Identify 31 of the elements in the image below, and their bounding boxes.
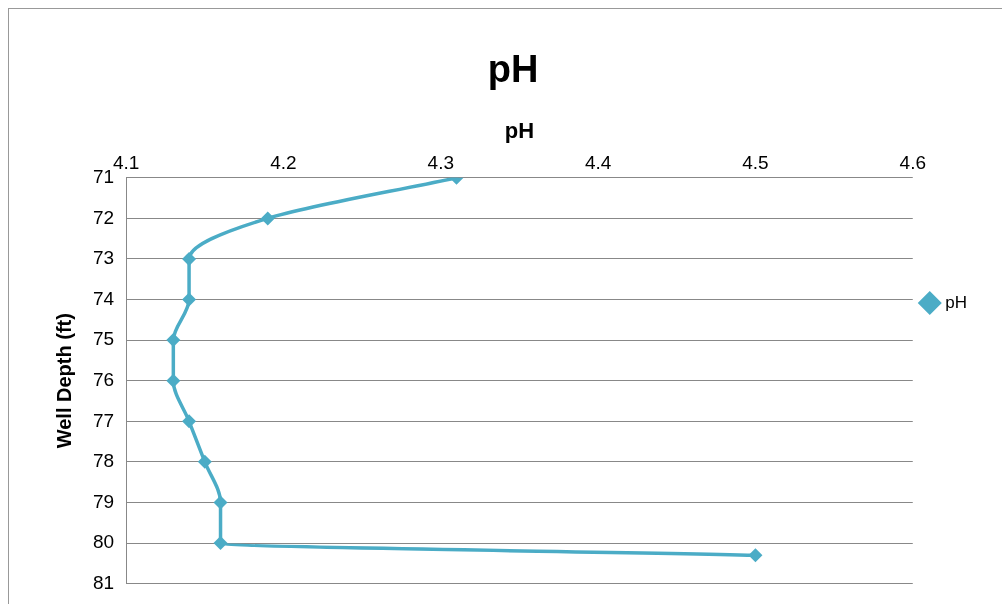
point <box>182 251 197 266</box>
x-tick-label: 4.3 <box>427 151 454 173</box>
point <box>260 211 275 226</box>
point <box>213 536 228 551</box>
y-tick-label: 77 <box>92 409 115 431</box>
y-tick-label: 71 <box>92 166 115 188</box>
y-tick-label: 79 <box>92 490 115 512</box>
x-axis-title: pH <box>504 117 535 143</box>
chart-title: pH <box>487 48 539 91</box>
point <box>166 333 181 348</box>
x-tick-label: 4.5 <box>742 151 769 173</box>
legend-label: pH <box>945 292 967 312</box>
y-tick-label: 72 <box>92 206 115 228</box>
x-tick-label: 4.2 <box>270 151 297 173</box>
y-tick-label: 73 <box>92 247 115 269</box>
y-tick-label: 78 <box>92 450 115 472</box>
point <box>182 292 197 307</box>
y-tick-label: 74 <box>92 287 115 309</box>
y-axis-title: Well Depth (ft) <box>52 313 75 449</box>
y-tick-label: 76 <box>92 368 115 390</box>
point <box>748 548 763 563</box>
x-tick-label: 4.1 <box>112 151 140 173</box>
point <box>166 373 181 388</box>
y-tick-label: 75 <box>92 328 115 350</box>
x-tick-label: 4.6 <box>899 151 926 173</box>
point <box>197 454 212 469</box>
y-tick-label: 80 <box>92 531 115 553</box>
point <box>213 495 228 510</box>
x-tick-label: 4.4 <box>584 151 612 173</box>
y-tick-label: 81 <box>92 571 115 593</box>
point <box>182 414 197 429</box>
